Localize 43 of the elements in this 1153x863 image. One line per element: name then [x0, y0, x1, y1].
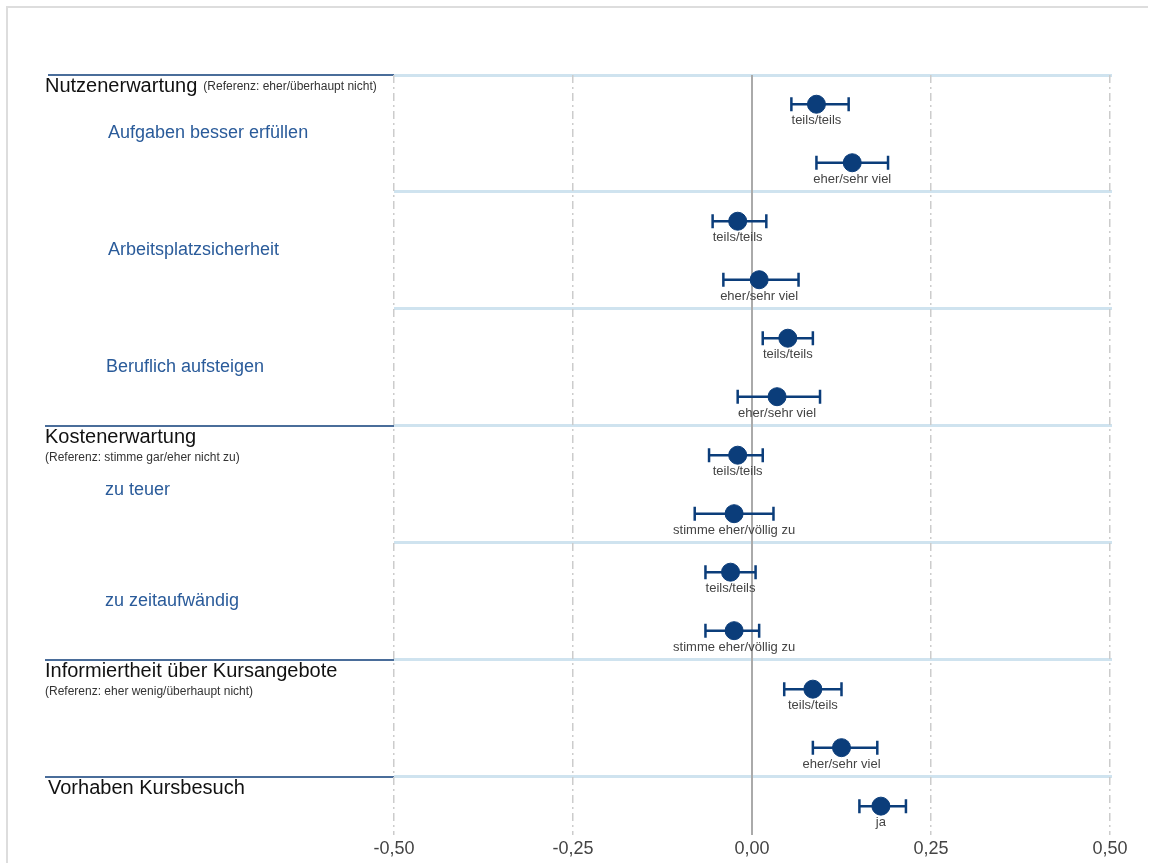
y-tick-label: eher/sehr viel — [802, 755, 881, 771]
point — [721, 562, 741, 582]
x-tick-label: -0,25 — [552, 838, 594, 859]
text: Aufgaben besser erfüllen — [108, 122, 309, 143]
text: zu teuer — [105, 479, 171, 500]
point — [767, 387, 787, 407]
y-tick-label: teils/teils — [712, 463, 764, 479]
point — [832, 738, 851, 758]
point — [871, 796, 891, 816]
text: Arbeitsplatzsicherheit — [108, 239, 280, 260]
text: (Referenz: eher wenig/überhaupt nicht) — [45, 684, 254, 699]
point — [806, 94, 826, 114]
point — [728, 445, 748, 465]
x-tick-label: 0,25 — [913, 838, 949, 859]
text: Informiertheit über Kursangebote — [45, 659, 338, 682]
y-tick-label: teils/teils — [712, 229, 764, 245]
point — [803, 679, 823, 699]
y-tick-label: eher/sehr viel — [720, 287, 799, 303]
x-tick-label: 0,00 — [734, 838, 770, 859]
text: zu zeitaufwändig — [105, 590, 240, 611]
text: Kostenerwartung — [45, 425, 197, 448]
y-tick-label: stimme eher/völlig zu — [673, 521, 796, 537]
point — [749, 270, 769, 290]
y-tick-label: teils/teils — [762, 346, 814, 362]
text: Beruflich aufsteigen — [106, 356, 265, 377]
y-tick-label: stimme eher/völlig zu — [673, 638, 796, 654]
y-tick-label: teils/teils — [787, 697, 839, 713]
x-tick-label: 0,50 — [1092, 838, 1128, 859]
x-tick-label: -0,50 — [373, 838, 415, 859]
point — [728, 211, 748, 231]
point — [724, 504, 744, 524]
text: Nutzenerwartung — [45, 74, 198, 97]
y-tick-label: teils/teils — [705, 580, 756, 596]
text: Vorhaben Kursbesuch — [48, 776, 245, 799]
point — [778, 328, 798, 348]
point — [842, 153, 862, 173]
text: (Referenz: stimme gar/eher nicht zu) — [45, 450, 240, 465]
y-tick-label: teils/teils — [791, 112, 842, 128]
text: (Referenz: eher/überhaupt nicht) — [203, 79, 377, 94]
y-tick-label: ja — [874, 814, 887, 830]
y-tick-label: eher/sehr viel — [813, 170, 892, 186]
point — [724, 621, 744, 641]
y-tick-label: eher/sehr viel — [738, 404, 817, 420]
